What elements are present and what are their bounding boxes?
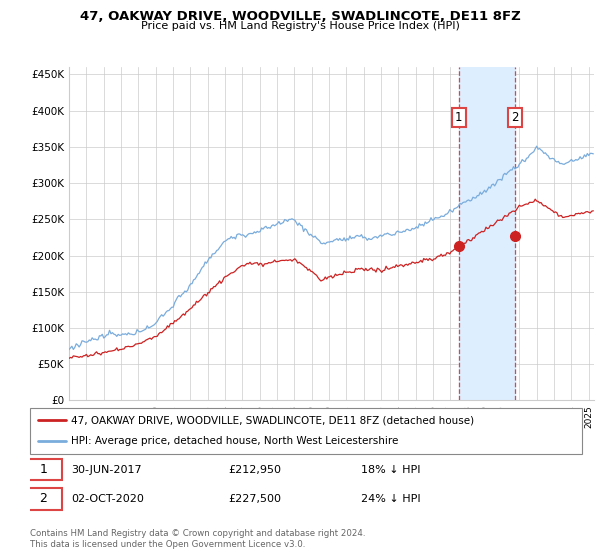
Text: 1: 1 <box>40 463 47 477</box>
Text: 18% ↓ HPI: 18% ↓ HPI <box>361 465 421 475</box>
Text: 2: 2 <box>40 492 47 506</box>
Text: Contains HM Land Registry data © Crown copyright and database right 2024.
This d: Contains HM Land Registry data © Crown c… <box>30 529 365 549</box>
Text: 47, OAKWAY DRIVE, WOODVILLE, SWADLINCOTE, DE11 8FZ: 47, OAKWAY DRIVE, WOODVILLE, SWADLINCOTE… <box>80 10 520 23</box>
Text: 2: 2 <box>511 111 519 124</box>
FancyBboxPatch shape <box>25 459 62 480</box>
Text: 47, OAKWAY DRIVE, WOODVILLE, SWADLINCOTE, DE11 8FZ (detached house): 47, OAKWAY DRIVE, WOODVILLE, SWADLINCOTE… <box>71 415 475 425</box>
FancyBboxPatch shape <box>30 408 582 454</box>
Text: 24% ↓ HPI: 24% ↓ HPI <box>361 494 421 504</box>
FancyBboxPatch shape <box>25 488 62 510</box>
Text: 1: 1 <box>455 111 463 124</box>
Bar <box>459 67 515 400</box>
Text: 02-OCT-2020: 02-OCT-2020 <box>71 494 144 504</box>
Text: HPI: Average price, detached house, North West Leicestershire: HPI: Average price, detached house, Nort… <box>71 436 399 446</box>
Text: £227,500: £227,500 <box>229 494 282 504</box>
Text: 30-JUN-2017: 30-JUN-2017 <box>71 465 142 475</box>
Text: £212,950: £212,950 <box>229 465 282 475</box>
Text: Price paid vs. HM Land Registry's House Price Index (HPI): Price paid vs. HM Land Registry's House … <box>140 21 460 31</box>
